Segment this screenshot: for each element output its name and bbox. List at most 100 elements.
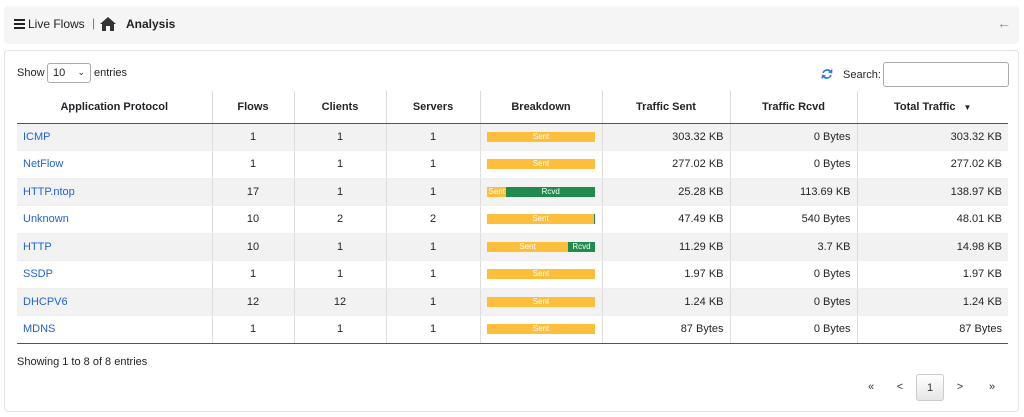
table-row: HTTP.ntop 17 1 1 Sent Rcvd 25.28 KB 113.69 KB 13…	[17, 178, 1008, 206]
breakdown-bar: Sent	[487, 214, 595, 225]
pagination-last[interactable]: »	[988, 381, 996, 393]
table-row: NetFlow 1 1 1 Sent 277.02 KB 0 Bytes 277.02 KB	[17, 150, 1008, 179]
traffic-sent-cell: 1.97 KB	[601, 260, 730, 289]
traffic-sent-cell: 47.49 KB	[601, 205, 730, 234]
clients-cell: 1	[293, 233, 386, 261]
total-traffic-cell: 48.01 KB	[856, 205, 1008, 234]
protocol-link[interactable]: NetFlow	[23, 158, 64, 171]
flows-cell: 1	[211, 123, 294, 151]
sent-segment: Sent	[487, 241, 568, 252]
hamburger-icon[interactable]	[14, 19, 25, 29]
column-header[interactable]: Clients	[293, 91, 386, 124]
total-traffic-cell: 303.32 KB	[856, 123, 1008, 151]
clients-cell: 1	[293, 315, 386, 344]
flows-cell: 10	[211, 233, 294, 261]
page-length-select[interactable]: 10 ⌄	[47, 63, 91, 83]
protocol-cell: HTTP.ntop	[17, 178, 212, 206]
table-row: DHCPV6 12 12 1 Sent 1.24 KB 0 Bytes 1.24 KB	[17, 288, 1008, 316]
breadcrumb-bar: Live Flows | Analysis ←	[4, 6, 1019, 44]
breakdown-bar: Sent Rcvd	[487, 186, 595, 197]
protocol-cell: HTTP	[17, 233, 212, 261]
servers-cell: 2	[385, 205, 480, 234]
protocol-cell: DHCPV6	[17, 288, 212, 316]
breakdown-bar: Sent	[487, 159, 595, 170]
protocol-cell: Unknown	[17, 205, 212, 234]
sort-desc-icon: ▼	[963, 102, 972, 112]
breadcrumb-live-flows[interactable]: Live Flows	[28, 17, 85, 31]
traffic-sent-cell: 1.24 KB	[601, 288, 730, 316]
flows-cell: 1	[211, 315, 294, 344]
table-row: Unknown 10 2 2 Sent 47.49 KB 540 Bytes 48.01 KB	[17, 205, 1008, 234]
clients-cell: 2	[293, 205, 386, 234]
protocol-link[interactable]: HTTP.ntop	[23, 185, 75, 198]
protocol-cell: ICMP	[17, 123, 212, 151]
clients-cell: 1	[293, 150, 386, 179]
protocol-link[interactable]: HTTP	[23, 240, 52, 253]
total-traffic-cell: 1.24 KB	[856, 288, 1008, 316]
traffic-rcvd-cell: 113.69 KB	[729, 178, 857, 206]
clients-cell: 1	[293, 123, 386, 151]
breakdown-cell: Sent Rcvd	[479, 233, 602, 261]
breakdown-bar: Sent	[487, 324, 595, 335]
chevron-down-icon: ⌄	[77, 67, 85, 77]
column-header[interactable]: Traffic Sent	[601, 91, 730, 124]
pagination-previous[interactable]: <	[896, 381, 904, 393]
show-label: Show	[17, 67, 45, 79]
arrow-left-icon[interactable]: ←	[997, 15, 1011, 31]
pagination-first[interactable]: «	[867, 381, 875, 393]
refresh-icon[interactable]	[821, 68, 833, 80]
protocol-link[interactable]: SSDP	[23, 268, 53, 281]
total-traffic-cell: 277.02 KB	[856, 150, 1008, 179]
table-row: SSDP 1 1 1 Sent 1.97 KB 0 Bytes 1.97 KB	[17, 260, 1008, 289]
protocol-link[interactable]: Unknown	[23, 213, 69, 226]
clients-cell: 1	[293, 260, 386, 289]
flows-cell: 1	[211, 260, 294, 289]
traffic-rcvd-cell: 0 Bytes	[729, 260, 857, 289]
traffic-sent-cell: 11.29 KB	[601, 233, 730, 261]
table-info: Showing 1 to 8 of 8 entries	[17, 356, 148, 368]
breakdown-bar: Sent Rcvd	[487, 241, 595, 252]
total-traffic-cell: 87 Bytes	[856, 315, 1008, 344]
pagination-next[interactable]: >	[956, 381, 964, 393]
rcvd-segment	[593, 214, 595, 225]
breakdown-cell: Sent	[479, 315, 602, 344]
rcvd-segment: Rcvd	[568, 241, 595, 252]
traffic-rcvd-cell: 3.7 KB	[729, 233, 857, 261]
column-header[interactable]: Traffic Rcvd	[729, 91, 857, 124]
flows-cell: 10	[211, 205, 294, 234]
breakdown-cell: Sent	[479, 150, 602, 179]
pagination-page-1[interactable]: 1	[916, 374, 944, 401]
home-icon[interactable]	[100, 17, 116, 31]
column-header[interactable]: Flows	[211, 91, 294, 124]
flows-cell: 17	[211, 178, 294, 206]
column-header[interactable]: Servers	[385, 91, 480, 124]
breakdown-cell: Sent	[479, 123, 602, 151]
sent-segment: Sent	[487, 269, 595, 280]
breakdown-cell: Sent	[479, 288, 602, 316]
servers-cell: 1	[385, 315, 480, 344]
breakdown-bar: Sent	[487, 269, 595, 280]
clients-cell: 1	[293, 178, 386, 206]
traffic-sent-cell: 277.02 KB	[601, 150, 730, 179]
sent-segment: Sent	[487, 159, 595, 170]
table-row: MDNS 1 1 1 Sent 87 Bytes 0 Bytes 87 Bytes	[17, 315, 1008, 344]
breadcrumb-current: Analysis	[126, 17, 176, 31]
breakdown-cell: Sent Rcvd	[479, 178, 602, 206]
servers-cell: 1	[385, 178, 480, 206]
protocol-cell: SSDP	[17, 260, 212, 289]
protocol-link[interactable]: ICMP	[23, 130, 51, 143]
servers-cell: 1	[385, 288, 480, 316]
protocol-link[interactable]: MDNS	[23, 323, 56, 336]
breakdown-cell: Sent	[479, 205, 602, 234]
sent-segment: Sent	[487, 131, 595, 142]
protocol-link[interactable]: DHCPV6	[23, 295, 68, 308]
breakdown-bar: Sent	[487, 131, 595, 142]
table-row: HTTP 10 1 1 Sent Rcvd 11.29 KB 3.7 KB 14.98 KB	[17, 233, 1008, 261]
clients-cell: 12	[293, 288, 386, 316]
flows-cell: 12	[211, 288, 294, 316]
column-header[interactable]: Application Protocol	[17, 91, 212, 124]
search-input[interactable]	[883, 62, 1009, 87]
column-header-total-traffic[interactable]: Total Traffic ▼	[856, 91, 1008, 124]
flows-cell: 1	[211, 150, 294, 179]
protocol-cell: MDNS	[17, 315, 212, 344]
